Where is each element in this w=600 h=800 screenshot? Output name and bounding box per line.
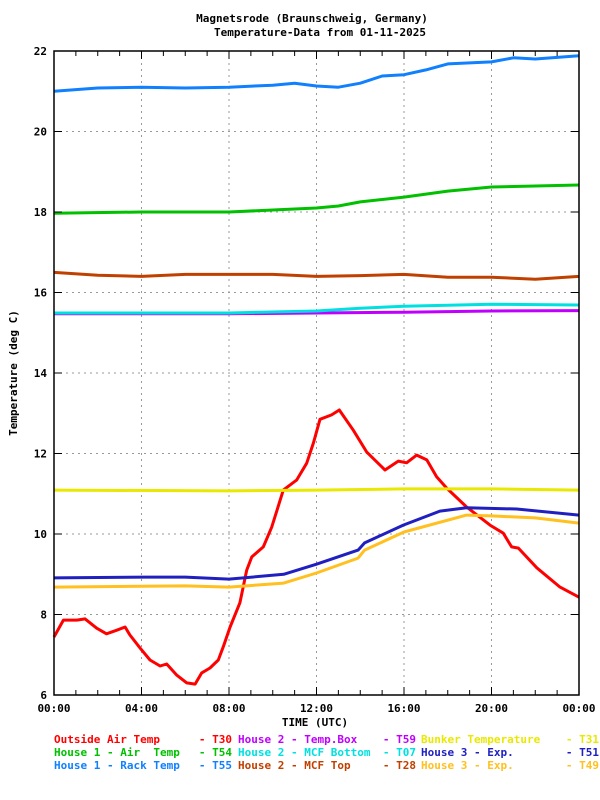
series-line-3 [53,183,580,215]
series-line-4 [54,302,580,315]
y-tick-label: 18 [34,206,47,219]
y-tick-label: 16 [34,287,48,300]
y-tick-label: 10 [34,528,47,541]
legend-entry-sensor: - T49 [566,759,599,772]
chart-subtitle: Temperature-Data from 01-11-2025 [214,26,426,39]
series-line-6 [53,54,580,93]
legend-entry-name: House 1 - Rack Temp [54,759,180,772]
series-line-2 [53,487,580,493]
legend-entry-sensor: - T51 [566,746,599,759]
y-tick-label: 8 [40,609,47,622]
legend-entry-name: House 2 - MCF Top [238,759,351,772]
x-tick-label: 04:00 [125,702,158,715]
legend-entry-sensor: - T54 [199,746,232,759]
legend-entry-sensor: - T31 [566,733,599,746]
legend-entry-name: House 2 - Temp.Box [238,733,358,746]
legend: Outside Air Temp - T30 House 2 - Temp.Box -… [54,733,599,772]
series-line-0 [52,408,580,686]
legend-entry-name: House 2 - MCF Bottom [238,746,371,759]
y-tick-label: 22 [34,45,47,58]
x-tick-label: 00:00 [37,702,70,715]
x-tick-label: 16:00 [387,702,420,715]
series-line-8 [53,513,580,589]
legend-entry-name: House 3 - Exp. [421,746,514,759]
legend-entry-name: Outside Air Temp [54,733,160,746]
x-tick-label: 08:00 [212,702,245,715]
chart-title: Magnetsrode (Braunschweig, Germany) [196,12,428,25]
legend-entry-sensor: - T28 [383,759,416,772]
y-tick-label: 20 [34,126,47,139]
grid [54,51,579,695]
series-line-5 [53,506,580,581]
y-axis-label: Temperature (deg C) [7,310,20,436]
y-tick-label: 14 [34,367,48,380]
legend-entry-sensor: - T59 [383,733,416,746]
series-lines [52,54,580,686]
axis-ticks: 6 8 10 12 14 16 18 20 22 00:00 04:00 08:00 12:00 16:0… [34,45,596,715]
legend-entry-name: Bunker Temperature [421,733,541,746]
legend-entry-sensor: - T07 [383,746,416,759]
series-line-7 [53,270,580,281]
x-tick-label: 20:00 [475,702,508,715]
x-tick-label: 12:00 [300,702,333,715]
legend-entry-name: House 1 - Air Temp [54,746,180,759]
y-tick-label: 12 [34,448,47,461]
y-tick-label: 6 [40,689,47,702]
legend-entry-name: House 3 - Exp. [421,759,514,772]
x-tick-label: 00:00 [562,702,595,715]
legend-entry-sensor: - T30 [199,733,232,746]
x-axis-label: TIME (UTC) [282,716,348,729]
legend-entry-sensor: - T55 [199,759,232,772]
